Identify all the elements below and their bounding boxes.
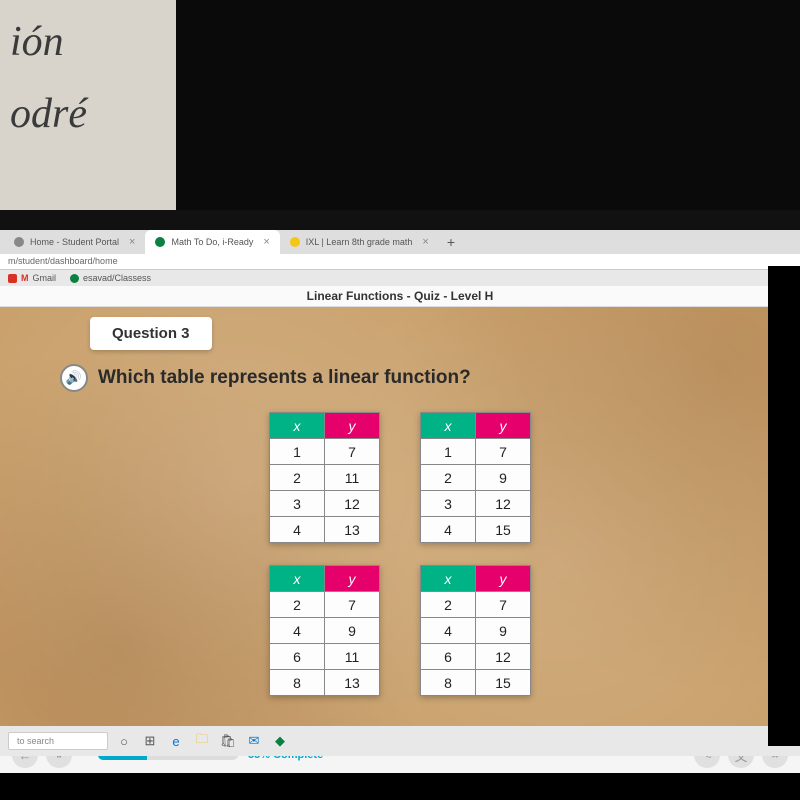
table-cell: 12 xyxy=(476,491,531,517)
table-cell: 9 xyxy=(476,465,531,491)
table-cell: 6 xyxy=(270,644,325,670)
table-cell: 3 xyxy=(270,491,325,517)
app-title-bar: Linear Functions - Quiz - Level H ✕ xyxy=(0,286,800,307)
header-y: y xyxy=(325,413,380,439)
tab-close-icon[interactable]: × xyxy=(129,236,135,248)
table-cell: 11 xyxy=(325,465,380,491)
windows-taskbar: to search ○ ⊞ e 🗀 🛍 ✉ ◆ xyxy=(0,726,800,756)
browser-tab[interactable]: IXL | Learn 8th grade math × xyxy=(280,230,439,254)
bookmarks-bar: M Gmail esavad/Classess xyxy=(0,270,800,286)
address-bar[interactable]: m/student/dashboard/home xyxy=(0,254,800,270)
answer-option-table[interactable]: xy17211312413 xyxy=(269,412,380,543)
tab-label: IXL | Learn 8th grade math xyxy=(306,237,413,247)
header-x: x xyxy=(270,413,325,439)
table-cell: 9 xyxy=(325,618,380,644)
projection-text-1: ión xyxy=(10,18,64,66)
tab-strip: Home - Student Portal × Math To Do, i-Re… xyxy=(0,230,800,254)
question-number-tab: Question 3 xyxy=(90,317,212,350)
table-cell: 9 xyxy=(476,618,531,644)
answer-tables-grid: xy17211312413xy1729312415xy2749611813xy2… xyxy=(50,412,750,696)
browser-tab[interactable]: Math To Do, i-Ready × xyxy=(145,230,279,254)
explorer-icon[interactable]: 🗀 xyxy=(192,731,212,751)
browser-chrome: Home - Student Portal × Math To Do, i-Re… xyxy=(0,230,800,286)
header-y: y xyxy=(476,413,531,439)
table-cell: 3 xyxy=(421,491,476,517)
answer-option-table[interactable]: xy2749611813 xyxy=(269,565,380,696)
store-icon[interactable]: 🛍 xyxy=(218,731,238,751)
answer-option-table[interactable]: xy1729312415 xyxy=(420,412,531,543)
table-cell: 2 xyxy=(421,465,476,491)
tab-label: Home - Student Portal xyxy=(30,237,119,247)
url-text: m/student/dashboard/home xyxy=(8,256,118,266)
table-cell: 2 xyxy=(421,592,476,618)
favicon-icon xyxy=(155,237,165,247)
title-text: Linear Functions - Quiz - Level H xyxy=(307,289,494,303)
table-cell: 6 xyxy=(421,644,476,670)
header-x: x xyxy=(421,413,476,439)
search-placeholder: to search xyxy=(17,736,54,746)
table-cell: 2 xyxy=(270,592,325,618)
header-x: x xyxy=(270,566,325,592)
table-cell: 4 xyxy=(270,517,325,543)
table-cell: 15 xyxy=(476,517,531,543)
audio-play-button[interactable]: 🔊 xyxy=(60,364,88,392)
cortana-icon[interactable]: ○ xyxy=(114,731,134,751)
gmail-icon xyxy=(8,274,17,283)
question-text: Which table represents a linear function… xyxy=(98,367,471,389)
app-icon[interactable]: ◆ xyxy=(270,731,290,751)
monitor-bezel xyxy=(768,266,800,746)
table-cell: 15 xyxy=(476,670,531,696)
table-cell: 4 xyxy=(421,618,476,644)
table-cell: 13 xyxy=(325,517,380,543)
bookmark-label: Gmail xyxy=(33,273,57,283)
quiz-content: Question 3 🔊 Which table represents a li… xyxy=(0,307,800,737)
table-cell: 1 xyxy=(270,439,325,465)
table-cell: 12 xyxy=(476,644,531,670)
bookmark-item[interactable]: M Gmail xyxy=(8,272,56,284)
bookmark-item[interactable]: esavad/Classess xyxy=(70,272,151,284)
header-x: x xyxy=(421,566,476,592)
background-projection: ión odré xyxy=(0,0,800,210)
edge-icon[interactable]: e xyxy=(166,731,186,751)
header-y: y xyxy=(476,566,531,592)
bookmark-label: esavad/Classess xyxy=(83,273,151,283)
header-y: y xyxy=(325,566,380,592)
tab-label: Math To Do, i-Ready xyxy=(171,237,253,247)
table-cell: 12 xyxy=(325,491,380,517)
browser-tab[interactable]: Home - Student Portal × xyxy=(4,230,145,254)
taskbar-search[interactable]: to search xyxy=(8,732,108,750)
task-view-icon[interactable]: ⊞ xyxy=(140,731,160,751)
table-cell: 8 xyxy=(421,670,476,696)
table-cell: 8 xyxy=(270,670,325,696)
speaker-icon: 🔊 xyxy=(66,370,82,386)
table-cell: 11 xyxy=(325,644,380,670)
table-cell: 7 xyxy=(476,592,531,618)
projection-text-2: odré xyxy=(10,90,87,138)
table-cell: 7 xyxy=(325,592,380,618)
table-cell: 4 xyxy=(270,618,325,644)
favicon-icon xyxy=(290,237,300,247)
favicon-icon xyxy=(14,237,24,247)
new-tab-button[interactable]: + xyxy=(439,234,463,250)
tab-close-icon[interactable]: × xyxy=(263,236,269,248)
bookmark-icon xyxy=(70,274,79,283)
table-cell: 7 xyxy=(325,439,380,465)
monitor-screen: Home - Student Portal × Math To Do, i-Re… xyxy=(0,210,800,770)
answer-option-table[interactable]: xy2749612815 xyxy=(420,565,531,696)
table-cell: 2 xyxy=(270,465,325,491)
table-cell: 7 xyxy=(476,439,531,465)
question-label: Question 3 xyxy=(112,325,190,342)
mail-icon[interactable]: ✉ xyxy=(244,731,264,751)
table-cell: 1 xyxy=(421,439,476,465)
tab-close-icon[interactable]: × xyxy=(422,236,428,248)
table-cell: 13 xyxy=(325,670,380,696)
table-cell: 4 xyxy=(421,517,476,543)
